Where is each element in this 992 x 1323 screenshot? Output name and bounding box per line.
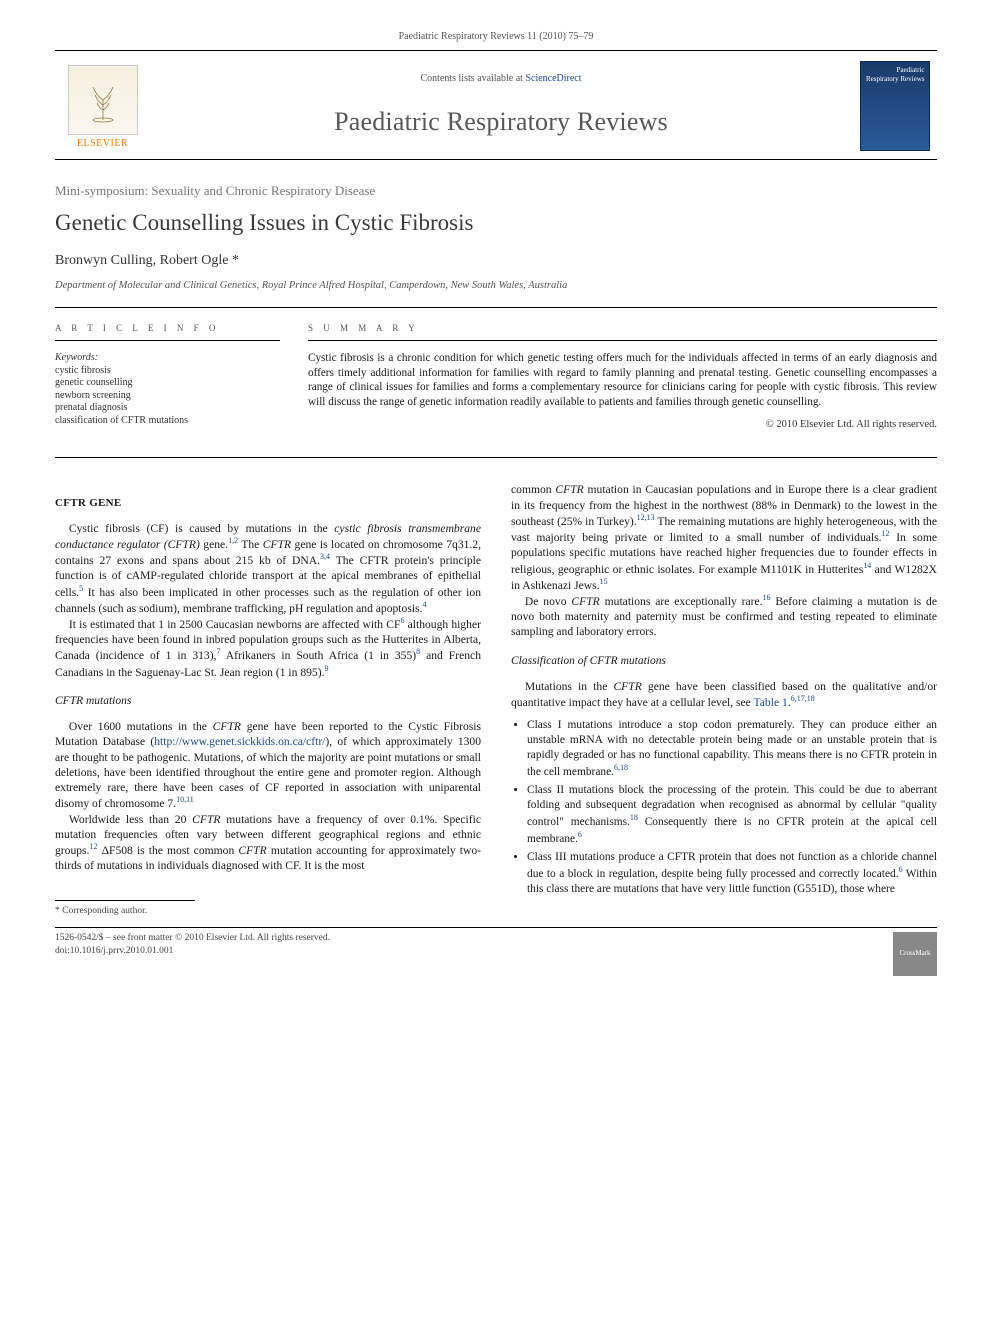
affiliation: Department of Molecular and Clinical Gen… — [55, 279, 937, 293]
sciencedirect-link[interactable]: ScienceDirect — [525, 73, 581, 84]
keyword: genetic counselling — [55, 377, 280, 390]
paragraph: It is estimated that 1 in 2500 Caucasian… — [55, 616, 481, 680]
paragraph: Worldwide less than 20 CFTR mutations ha… — [55, 812, 481, 874]
authors-line: Bronwyn Culling, Robert Ogle * — [55, 252, 937, 271]
article-series: Mini-symposium: Sexuality and Chronic Re… — [55, 182, 937, 200]
keyword: classification of CFTR mutations — [55, 415, 280, 428]
keywords-label: Keywords: — [55, 351, 280, 365]
citation-ref[interactable]: 4 — [422, 600, 426, 609]
paragraph: common CFTR mutation in Caucasian popula… — [511, 482, 937, 593]
article-info-heading: A R T I C L E I N F O — [55, 322, 280, 341]
publisher-name: ELSEVIER — [77, 137, 128, 151]
list-item: Class III mutations produce a CFTR prote… — [527, 850, 937, 896]
citation-ref[interactable]: 16 — [763, 593, 771, 602]
corresponding-star: * — [232, 253, 239, 268]
info-row: A R T I C L E I N F O Keywords: cystic f… — [55, 308, 937, 458]
column-right: common CFTR mutation in Caucasian popula… — [511, 482, 937, 917]
section-heading: CFTR GENE — [55, 496, 481, 511]
citation-ref[interactable]: 12 — [882, 529, 890, 538]
crossmark-icon[interactable]: CrossMark — [893, 932, 937, 976]
keyword: newborn screening — [55, 390, 280, 403]
doi-line: doi:10.1016/j.prrv.2010.01.001 — [55, 945, 330, 958]
summary-heading: S U M M A R Y — [308, 322, 937, 341]
table-link[interactable]: Table 1 — [754, 696, 788, 709]
paragraph: Mutations in the CFTR gene have been cla… — [511, 679, 937, 710]
body-columns: CFTR GENE Cystic fibrosis (CF) is caused… — [55, 482, 937, 917]
contents-available-line: Contents lists available at ScienceDirec… — [150, 72, 852, 86]
masthead: ELSEVIER Contents lists available at Sci… — [55, 51, 937, 160]
citation-ref[interactable]: 18 — [630, 813, 638, 822]
issn-line: 1526-0542/$ – see front matter © 2010 El… — [55, 932, 330, 945]
contents-prefix: Contents lists available at — [420, 73, 525, 84]
list-item: Class II mutations block the processing … — [527, 783, 937, 846]
keyword: cystic fibrosis — [55, 365, 280, 378]
paragraph: Cystic fibrosis (CF) is caused by mutati… — [55, 521, 481, 616]
elsevier-tree-icon — [68, 65, 138, 135]
page-footer: 1526-0542/$ – see front matter © 2010 El… — [55, 927, 937, 976]
publisher-block: ELSEVIER — [55, 61, 150, 151]
citation-ref[interactable]: 3,4 — [320, 552, 330, 561]
subsection-heading: Classification of CFTR mutations — [511, 654, 937, 669]
paragraph: Over 1600 mutations in the CFTR gene hav… — [55, 719, 481, 812]
masthead-center: Contents lists available at ScienceDirec… — [150, 61, 852, 151]
citation-ref[interactable]: 12,13 — [637, 513, 655, 522]
footer-left: 1526-0542/$ – see front matter © 2010 El… — [55, 932, 330, 976]
cover-thumb-wrap: Paediatric Respiratory Reviews — [852, 61, 937, 151]
copyright-line: © 2010 Elsevier Ltd. All rights reserved… — [308, 418, 937, 432]
citation-ref[interactable]: 15 — [600, 577, 608, 586]
corresponding-author-note: * Corresponding author. — [55, 905, 481, 918]
citation-ref[interactable]: 9 — [324, 664, 328, 673]
article-info-block: A R T I C L E I N F O Keywords: cystic f… — [55, 322, 280, 457]
running-head: Paediatric Respiratory Reviews 11 (2010)… — [55, 30, 937, 44]
summary-text: Cystic fibrosis is a chronic condition f… — [308, 351, 937, 409]
journal-name: Paediatric Respiratory Reviews — [150, 104, 852, 139]
article-title: Genetic Counselling Issues in Cystic Fib… — [55, 207, 937, 238]
citation-ref[interactable]: 6,17,18 — [791, 694, 815, 703]
list-item: Class I mutations introduce a stop codon… — [527, 718, 937, 779]
authors-names: Bronwyn Culling, Robert Ogle — [55, 253, 228, 268]
column-left: CFTR GENE Cystic fibrosis (CF) is caused… — [55, 482, 481, 917]
mutation-class-list: Class I mutations introduce a stop codon… — [527, 718, 937, 896]
citation-ref[interactable]: 6,18 — [614, 763, 628, 772]
article-head: Mini-symposium: Sexuality and Chronic Re… — [55, 160, 937, 309]
subsection-heading: CFTR mutations — [55, 694, 481, 709]
citation-ref[interactable]: 10,11 — [176, 795, 194, 804]
external-link[interactable]: http://www.genet.sickkids.on.ca/cftr/ — [154, 735, 325, 748]
citation-ref[interactable]: 1,2 — [228, 536, 238, 545]
paragraph: De novo CFTR mutations are exceptionally… — [511, 593, 937, 640]
summary-block: S U M M A R Y Cystic fibrosis is a chron… — [308, 322, 937, 457]
citation-ref[interactable]: 6 — [578, 830, 582, 839]
keyword: prenatal diagnosis — [55, 402, 280, 415]
footnote-rule — [55, 900, 195, 901]
journal-cover-thumb: Paediatric Respiratory Reviews — [860, 61, 930, 151]
